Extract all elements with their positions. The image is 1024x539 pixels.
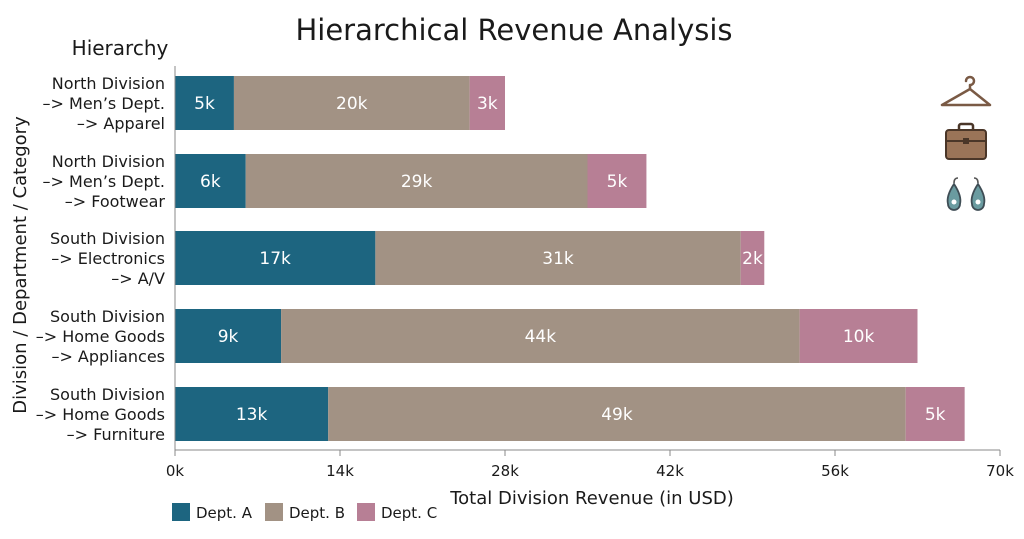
hierarchy-label: Hierarchy	[72, 36, 169, 60]
bar-value-label: 9k	[218, 327, 239, 347]
bar-value-label: 5k	[925, 405, 946, 425]
category-label: –> Men’s Dept.	[43, 94, 165, 113]
legend-swatch	[357, 503, 375, 521]
axes	[174, 66, 1000, 451]
category-label: –> Furniture	[67, 425, 165, 444]
bar-value-label: 29k	[401, 172, 433, 192]
category-label: –> Men’s Dept.	[43, 172, 165, 191]
category-label: South Division	[50, 385, 165, 404]
bar-dept-a-row-1	[175, 154, 246, 208]
bar-dept-b-row-4	[328, 387, 906, 441]
bar-value-label: 20k	[336, 94, 368, 114]
bar-value-label: 17k	[259, 249, 291, 269]
x-tick-label: 14k	[326, 462, 354, 480]
y-axis-title: Division / Department / Category	[10, 116, 31, 414]
x-axis-title: Total Division Revenue (in USD)	[449, 488, 734, 509]
category-label: –> Apparel	[77, 114, 165, 133]
category-label: South Division	[50, 229, 165, 248]
bar-value-label: 2k	[742, 249, 763, 269]
bar-dept-a-row-3	[175, 309, 282, 363]
bar-dept-c-row-4	[905, 387, 965, 441]
bar-dept-b-row-0	[233, 76, 470, 130]
bar-dept-a-row-4	[175, 387, 329, 441]
bar-dept-a-row-0	[175, 76, 234, 130]
bar-dept-c-row-3	[799, 309, 918, 363]
bar-dept-c-row-1	[587, 154, 647, 208]
category-labels: North Division–> Men’s Dept.–> ApparelNo…	[36, 74, 166, 444]
bar-value-label: 13k	[236, 405, 268, 425]
bar-dept-b-row-2	[375, 231, 741, 285]
bar-value-label: 10k	[843, 327, 875, 347]
bar-dept-c-row-2	[740, 231, 765, 285]
bar-value-label: 6k	[200, 172, 221, 192]
chart-title: Hierarchical Revenue Analysis	[295, 13, 732, 47]
category-label: North Division	[52, 74, 165, 93]
x-tick-label: 28k	[491, 462, 519, 480]
bar-value-label: 49k	[601, 405, 633, 425]
category-label: –> A/V	[111, 269, 165, 288]
category-label: –> Footwear	[65, 192, 166, 211]
bar-value-label: 44k	[525, 327, 557, 347]
x-ticks: 0k 14k 28k 42k 56k 70k	[166, 450, 1014, 480]
bar-dept-a-row-2	[175, 231, 376, 285]
legend-label: Dept. B	[289, 504, 345, 522]
category-label: –> Appliances	[51, 347, 165, 366]
legend-swatch	[265, 503, 283, 521]
category-label: North Division	[52, 152, 165, 171]
x-tick-label: 0k	[166, 462, 185, 480]
bar-dept-c-row-0	[469, 76, 505, 130]
legend-label: Dept. C	[381, 504, 437, 522]
briefcase-icon	[945, 122, 987, 160]
bar-dept-b-row-1	[245, 154, 588, 208]
legend-swatch	[172, 503, 190, 521]
bar-value-label: 31k	[542, 249, 574, 269]
category-label: South Division	[50, 307, 165, 326]
earrings-icon	[946, 177, 986, 211]
category-label: –> Home Goods	[36, 405, 165, 424]
x-tick-label: 56k	[821, 462, 849, 480]
bars-layer: 5k 20k 3k 6k 29k 5k 17k 31k 2k 9k 44k 10k 13k 49k 5k	[175, 76, 965, 441]
x-tick-label: 42k	[656, 462, 684, 480]
bar-value-label: 5k	[607, 172, 628, 192]
category-label: –> Electronics	[51, 249, 165, 268]
bar-value-label: 5k	[194, 94, 215, 114]
legend: Dept. A Dept. B Dept. C	[172, 503, 437, 522]
category-label: –> Home Goods	[36, 327, 165, 346]
x-tick-label: 70k	[986, 462, 1014, 480]
bar-dept-b-row-3	[281, 309, 800, 363]
legend-label: Dept. A	[196, 504, 253, 522]
hanger-icon	[940, 75, 992, 107]
bar-value-label: 3k	[477, 94, 498, 114]
